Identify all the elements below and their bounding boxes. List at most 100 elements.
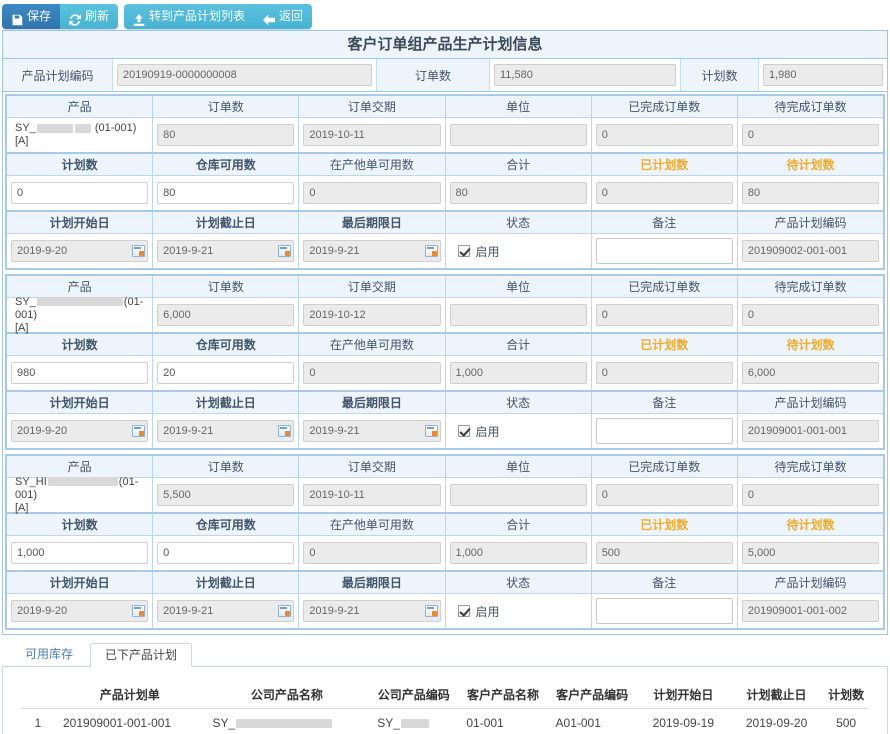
plan-start-cell[interactable]: 2019-9-20 [7,234,154,268]
order-qty-field[interactable]: 11,580 [490,59,681,91]
to-plan-qty-cell[interactable]: 6,000 [738,356,883,390]
order-due-cell[interactable]: 2019-10-11 [299,118,446,152]
stock-avail-cell[interactable]: 80 [153,176,300,210]
calendar-icon[interactable] [424,425,438,437]
calendar-icon[interactable] [132,425,146,437]
calendar-icon[interactable] [278,425,292,437]
deadline-datepicker[interactable]: 2019-9-21 [303,600,441,622]
plan-end-cell[interactable]: 2019-9-21 [153,414,300,448]
calendar-icon[interactable] [132,605,146,617]
to-plan-qty-cell[interactable]: 80 [738,176,883,210]
plan-qty-cell[interactable]: 1,000 [7,536,154,570]
order-qty-cell[interactable]: 6,000 [153,298,300,332]
unit-cell[interactable] [446,298,592,332]
order-qty-cell[interactable]: 5,500 [153,478,300,512]
plan-end-datepicker[interactable]: 2019-9-21 [157,240,295,262]
calendar-icon[interactable] [424,605,438,617]
deadline-datepicker[interactable]: 2019-9-21 [303,240,441,262]
stock-avail-cell[interactable]: 0 [153,536,300,570]
plan-end-cell[interactable]: 2019-9-21 [153,234,300,268]
save-button[interactable]: 保存 [2,3,61,29]
total-cell[interactable]: 1,000 [446,356,592,390]
planned-qty-cell[interactable]: 0 [592,356,738,390]
deadline-datepicker[interactable]: 2019-9-21 [303,420,441,442]
plan-start-datepicker[interactable]: 2019-9-20 [11,240,149,262]
refresh-button[interactable]: 刷新 [60,3,119,29]
done-qty-cell[interactable]: 0 [592,298,738,332]
plan-end-datepicker[interactable]: 2019-9-21 [157,420,295,442]
note-input[interactable] [595,238,733,264]
other-order-avail-cell[interactable]: 0 [299,176,446,210]
back-button[interactable]: 返回 [254,3,313,29]
table-row[interactable]: 1 201909001-001-001 SY_ SY_ 01-001 A01-0… [21,708,869,734]
plan-qty-cell[interactable]: 0 [7,176,154,210]
col-plan-code: 产品计划编码 [774,396,847,410]
plan-end-cell[interactable]: 2019-9-21 [153,594,300,628]
plan-end-datepicker[interactable]: 2019-9-21 [157,600,295,622]
enabled-checkbox[interactable] [457,425,470,437]
plan-code-cell[interactable]: 201909001-001-002 [738,594,883,628]
calendar-icon[interactable] [132,245,146,257]
note-cell[interactable] [592,234,738,268]
plan-start-datepicker[interactable]: 2019-9-20 [11,600,149,622]
th-customer-product-code: 客户产品编码 [547,681,637,709]
tab-issued-product-plan[interactable]: 已下产品计划 [90,643,193,667]
enabled-checkbox[interactable] [457,245,470,257]
order-qty-cell[interactable]: 80 [153,118,300,152]
deadline-value: 2019-9-21 [303,420,441,442]
note-input[interactable] [595,598,733,624]
pending-qty-cell[interactable]: 0 [738,118,883,152]
tab-available-stock[interactable]: 可用库存 [25,647,74,661]
other-order-avail-cell[interactable]: 0 [299,536,446,570]
calendar-icon[interactable] [424,245,438,257]
note-cell[interactable] [592,594,738,628]
status-checkbox-wrap[interactable]: 启用 [450,243,500,260]
order-due-cell[interactable]: 2019-10-11 [299,478,446,512]
status-checkbox-wrap[interactable]: 启用 [450,603,500,620]
deadline-cell[interactable]: 2019-9-21 [299,594,446,628]
total-cell[interactable]: 80 [446,176,592,210]
plan-code-field[interactable]: 20190919-0000000008 [113,59,377,91]
deadline-cell[interactable]: 2019-9-21 [299,234,446,268]
th-plan-order: 产品计划单 [55,681,205,709]
plan-code-cell[interactable]: 201909001-001-001 [738,414,883,448]
enabled-checkbox[interactable] [457,605,470,617]
note-cell[interactable] [592,414,738,448]
pending-qty-cell[interactable]: 0 [738,298,883,332]
col-unit: 单位 [446,456,592,477]
plan-start-cell[interactable]: 2019-9-20 [7,414,154,448]
unit-cell[interactable] [446,478,592,512]
goto-product-plan-list-button[interactable]: 转到产品计划列表 [124,3,255,29]
other-order-avail-cell[interactable]: 0 [299,356,446,390]
other-order-avail-value: 0 [303,542,441,564]
product-value-row-3: 2019-9-20 2019-9-21 2019-9-21 [7,594,883,628]
done-qty-cell[interactable]: 0 [592,478,738,512]
plan-qty-field[interactable]: 1,980 [759,59,887,91]
calendar-icon[interactable] [278,605,292,617]
plan-qty-cell[interactable]: 980 [7,356,154,390]
plan-start-cell[interactable]: 2019-9-20 [7,594,154,628]
to-plan-qty-value: 5,000 [741,542,880,564]
plan-code-cell[interactable]: 201909002-001-001 [738,234,883,268]
planned-qty-cell[interactable]: 0 [592,176,738,210]
planned-qty-cell[interactable]: 500 [592,536,738,570]
col-product: 产品 [7,456,154,477]
plan-start-datepicker[interactable]: 2019-9-20 [11,420,149,442]
summary-bar: 产品计划编码 20190919-0000000008 订单数 11,580 计划… [3,59,887,92]
unit-cell[interactable] [446,118,592,152]
to-plan-qty-cell[interactable]: 5,000 [738,536,883,570]
done-qty-cell[interactable]: 0 [592,118,738,152]
note-input[interactable] [595,418,733,444]
calendar-icon[interactable] [278,245,292,257]
deadline-cell[interactable]: 2019-9-21 [299,414,446,448]
col-product: 产品 [7,276,154,297]
product-block: 产品 订单数 订单交期 单位 已完成订单数 待完成订单数 SY_HI (01-00… [5,454,885,630]
stock-avail-cell[interactable]: 20 [153,356,300,390]
cell-customer-product-name: 01-001 [458,708,548,734]
pending-qty-cell[interactable]: 0 [738,478,883,512]
order-due-cell[interactable]: 2019-10-12 [299,298,446,332]
status-checkbox-wrap[interactable]: 启用 [450,423,500,440]
th-customer-product-name: 客户产品名称 [458,681,548,709]
col-status: 状态 [446,392,592,413]
total-cell[interactable]: 1,000 [446,536,592,570]
